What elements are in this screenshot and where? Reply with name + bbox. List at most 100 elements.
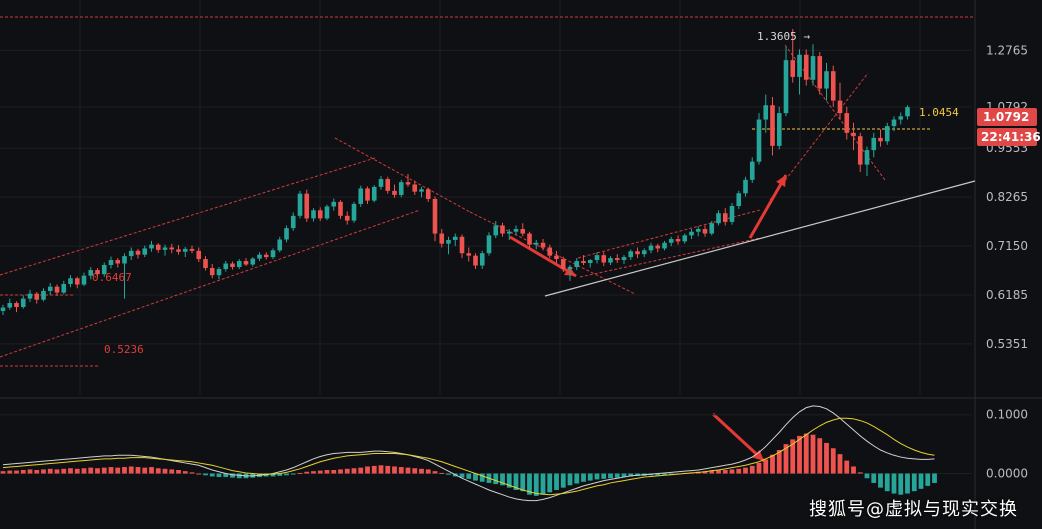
macd-bar [533, 473, 539, 496]
candle-body [675, 239, 681, 242]
candle [54, 284, 60, 296]
candle [446, 236, 451, 255]
candle-body [641, 250, 647, 255]
candle [810, 44, 816, 86]
candle-body [527, 233, 532, 245]
candle-body [189, 248, 195, 251]
macd-bar [925, 473, 931, 486]
macd-bar [554, 473, 559, 490]
candle-body [203, 259, 208, 269]
candle [284, 225, 289, 243]
signal-line [2, 417, 935, 496]
candle [689, 229, 694, 240]
candle [729, 203, 735, 225]
candle-body [614, 258, 620, 261]
macd-bar [756, 462, 762, 474]
arrow-head [776, 175, 786, 187]
candle [864, 146, 870, 176]
candle-body [243, 261, 249, 265]
macd-bar [594, 473, 600, 480]
drawing-overlays [0, 16, 976, 463]
candle [398, 179, 404, 198]
candle-body [162, 247, 168, 250]
current-price-badge: 1.0792 [977, 108, 1037, 126]
macd-bar [857, 472, 863, 474]
candle-body [311, 210, 316, 219]
candle [662, 240, 667, 251]
candle [513, 225, 519, 236]
macd-bar [830, 448, 836, 474]
candle [344, 211, 350, 225]
macd-bar [878, 473, 883, 488]
macd-bar [398, 467, 404, 474]
candle [371, 185, 377, 203]
macd-bar [344, 468, 350, 474]
candle [176, 245, 181, 255]
candle-body [898, 116, 904, 120]
candle [716, 210, 721, 226]
macd-bar [351, 468, 357, 474]
candle-body [716, 213, 721, 224]
candle [182, 247, 188, 258]
candle [250, 257, 256, 267]
candle-body [7, 303, 13, 308]
macd-arrow [711, 412, 766, 463]
macd-bar [459, 473, 465, 478]
candle-body [95, 270, 100, 275]
candle-body [371, 186, 377, 201]
candle-body [473, 255, 478, 266]
candle-body [803, 54, 809, 80]
candle [668, 236, 674, 247]
macd-bar [432, 471, 438, 474]
macd-bar [729, 469, 735, 474]
candle [594, 252, 600, 264]
candle-body [47, 286, 53, 291]
candle-body [722, 213, 728, 222]
candle [34, 292, 40, 304]
candle-body [128, 250, 134, 257]
candle-body [817, 56, 823, 89]
macd-bar [918, 473, 924, 489]
macd-bar [135, 467, 141, 474]
candle-body [169, 247, 175, 250]
macd-bar [466, 473, 472, 479]
candle [81, 272, 87, 287]
candle [412, 180, 418, 195]
candle [128, 247, 134, 261]
candle [500, 222, 505, 237]
candle-body [560, 259, 566, 270]
candle-body [837, 100, 843, 114]
macd-bar [709, 470, 715, 474]
candle-body [358, 188, 364, 204]
candle [338, 200, 343, 219]
candle-body [587, 260, 593, 264]
candle-body [466, 253, 472, 256]
candle [432, 196, 438, 242]
macd-tick-label: 0.0000 [986, 467, 1028, 481]
candle [351, 201, 357, 223]
candle [270, 248, 276, 260]
candle-body [290, 215, 296, 229]
macd-bar [540, 473, 546, 495]
macd-bar [304, 471, 310, 474]
macd-bar [230, 473, 235, 478]
macd-bar [871, 473, 877, 483]
candle [277, 236, 283, 253]
candle-body [486, 235, 492, 254]
candle-body [385, 179, 391, 191]
candle [871, 132, 877, 158]
level-annotation-1: 1.0454 [919, 106, 959, 119]
candle-body [419, 189, 424, 192]
macd-bar [837, 454, 843, 474]
macd-bar [439, 472, 445, 474]
candle-body [824, 71, 829, 89]
candle [378, 175, 384, 190]
candle-body [770, 105, 775, 146]
candle-body [277, 239, 283, 251]
candle [108, 256, 114, 269]
macd-bar [608, 473, 613, 479]
candle-body [581, 261, 586, 264]
current-price-value: 1.0792 [983, 110, 1029, 124]
